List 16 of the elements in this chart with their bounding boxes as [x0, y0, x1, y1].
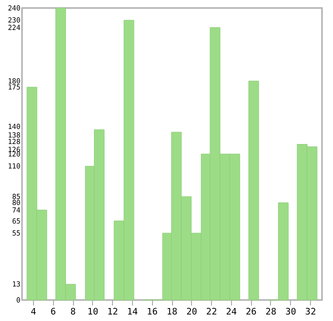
x-tick-label: 22 — [206, 308, 218, 318]
x-tick-label: 30 — [285, 308, 296, 318]
x-tick-label: 14 — [126, 308, 138, 318]
x-tick-label: 12 — [107, 308, 118, 318]
x-tick-label: 28 — [266, 308, 276, 318]
x-tick-label: 18 — [166, 308, 178, 318]
bar — [248, 80, 259, 300]
x-tick-label: 8 — [70, 308, 76, 318]
x-tick-label: 10 — [87, 308, 98, 318]
x-tick-label: 32 — [305, 308, 316, 318]
x-tick-label: 24 — [226, 308, 237, 318]
x-tick-label: 16 — [146, 308, 158, 318]
x-tick-label: 4 — [30, 308, 36, 318]
x-tick-label: 26 — [246, 308, 257, 318]
x-tick-label: 20 — [186, 308, 198, 318]
x-tick-label: 6 — [50, 308, 56, 318]
